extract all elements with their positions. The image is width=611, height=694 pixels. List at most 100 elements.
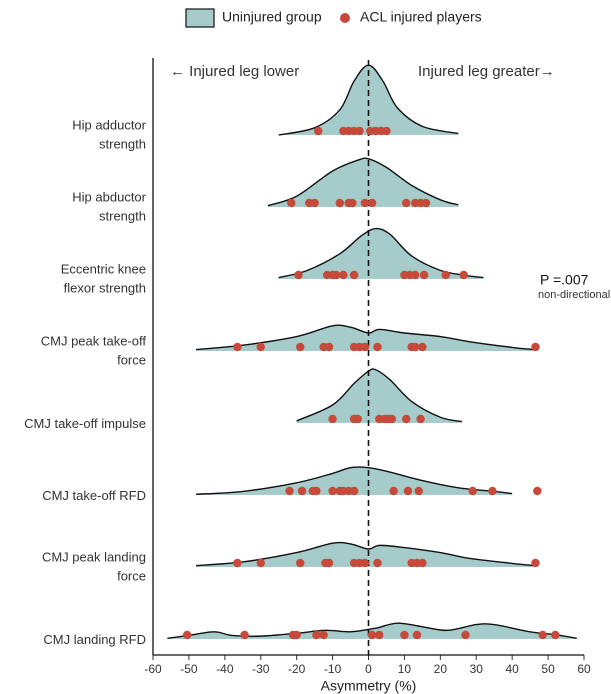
point — [412, 630, 422, 640]
point — [410, 270, 420, 280]
p-value: P =.007 — [540, 272, 589, 288]
point — [349, 486, 359, 496]
point — [538, 630, 547, 640]
point — [182, 630, 192, 640]
density-line — [267, 157, 459, 207]
point — [314, 126, 323, 136]
point — [310, 198, 319, 208]
x-axis-label: Asymmetry (%) — [321, 678, 417, 694]
point — [414, 486, 423, 496]
point — [387, 414, 397, 424]
density-line — [296, 368, 463, 423]
point — [367, 198, 377, 208]
point — [367, 630, 377, 640]
point — [349, 270, 359, 280]
point — [419, 270, 429, 280]
point — [421, 198, 431, 208]
point — [402, 198, 411, 208]
point — [402, 414, 411, 424]
density-line — [167, 622, 577, 639]
density-area — [196, 467, 513, 495]
x-tick-label: -50 — [180, 662, 198, 676]
point — [294, 270, 303, 280]
density-line — [278, 227, 484, 279]
y-tick-label: Hip abductor strength — [72, 190, 146, 224]
x-tick-label: 60 — [577, 662, 591, 676]
point — [331, 270, 341, 280]
point — [233, 342, 242, 352]
x-tick-label: 50 — [541, 662, 555, 676]
legend-swatch — [185, 8, 215, 28]
point — [375, 630, 384, 640]
point — [418, 342, 427, 352]
annotation-left: ← Injured leg lower — [170, 63, 299, 80]
point — [353, 414, 362, 424]
point — [488, 486, 497, 496]
y-tick-label: CMJ take-off RFD — [42, 488, 146, 503]
density-line — [196, 324, 534, 351]
y-tick-label: CMJ peak landing force — [42, 550, 146, 584]
point — [459, 270, 468, 280]
point — [328, 414, 337, 424]
legend-marker — [340, 13, 350, 23]
x-tick-label: -10 — [324, 662, 342, 676]
point — [339, 270, 348, 280]
point — [256, 558, 265, 568]
point — [461, 630, 470, 640]
point — [296, 558, 305, 568]
legend-label: ACL injured players — [360, 9, 482, 25]
point — [531, 558, 540, 568]
point — [296, 342, 305, 352]
point — [441, 270, 450, 280]
x-tick-label: 20 — [434, 662, 448, 676]
point — [551, 630, 560, 640]
point — [328, 486, 337, 496]
point — [400, 630, 409, 640]
point — [389, 486, 398, 496]
density-line — [196, 541, 534, 567]
point — [373, 558, 382, 568]
p-note: non-directional — [538, 289, 610, 301]
x-tick-label: -60 — [144, 662, 162, 676]
y-tick-label: Eccentric knee flexor strength — [61, 262, 146, 296]
point — [360, 198, 370, 208]
y-tick-label: CMJ take-off impulse — [24, 416, 146, 431]
point — [360, 342, 370, 352]
density-area — [296, 368, 462, 423]
density-area — [196, 542, 534, 567]
point — [410, 342, 420, 352]
point — [416, 414, 425, 424]
y-tick-label: Hip adductor strength — [72, 118, 146, 152]
density-area — [278, 228, 484, 279]
point — [348, 198, 357, 208]
point — [324, 558, 334, 568]
x-tick-label: -20 — [288, 662, 306, 676]
x-tick-label: 30 — [470, 662, 484, 676]
x-tick-label: 10 — [398, 662, 412, 676]
x-tick-label: 0 — [365, 662, 372, 676]
point — [287, 198, 296, 208]
density-area — [267, 158, 459, 207]
point — [233, 558, 242, 568]
point — [418, 558, 427, 568]
point — [382, 126, 391, 136]
point — [312, 630, 321, 640]
point — [403, 486, 413, 496]
point — [240, 630, 249, 640]
point — [335, 198, 344, 208]
point — [319, 630, 328, 640]
point — [360, 558, 370, 568]
point — [468, 486, 477, 496]
point — [373, 342, 382, 352]
x-tick-label: -40 — [216, 662, 234, 676]
point — [256, 342, 265, 352]
annotation-right: Injured leg greater→ — [418, 63, 555, 80]
point — [324, 342, 334, 352]
point — [533, 486, 542, 496]
y-tick-label: CMJ peak take-off force — [41, 334, 147, 368]
x-tick-label: 40 — [505, 662, 519, 676]
point — [285, 486, 294, 496]
y-tick-label: CMJ landing RFD — [43, 632, 146, 647]
point — [355, 126, 364, 136]
